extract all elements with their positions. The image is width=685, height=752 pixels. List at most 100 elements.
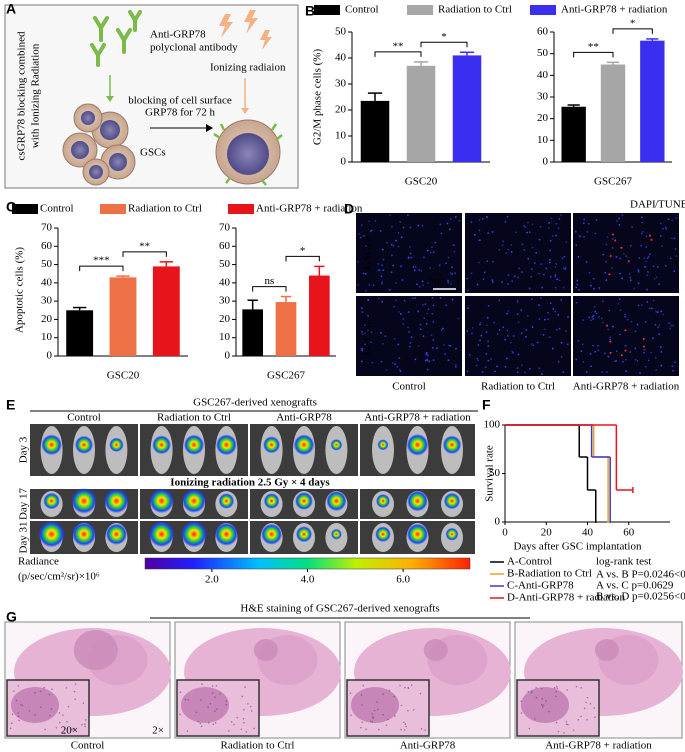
nucleus-dot <box>366 329 369 332</box>
inset-tumor <box>181 687 229 723</box>
y-tick-label: 30 <box>537 91 549 103</box>
nucleus-dot <box>659 235 662 237</box>
nucleus-dot <box>585 371 588 373</box>
nucleus-dot <box>476 283 479 286</box>
bioluminescence <box>215 434 237 456</box>
nucleus-dot <box>414 358 417 361</box>
y-tick-label: 20 <box>41 313 53 325</box>
nucleus-dot <box>530 268 533 270</box>
nucleus-dot <box>592 318 595 320</box>
tunel-dot <box>609 351 612 354</box>
nucleus-dot <box>648 307 651 310</box>
nucleus-dot <box>604 352 606 355</box>
nucleus-dot <box>453 250 456 253</box>
nucleus-dot <box>640 232 643 235</box>
nucleus-dot <box>434 241 437 244</box>
nucleus-dot <box>575 301 578 304</box>
nucleus-dot <box>675 216 678 219</box>
nucleus-dot <box>200 699 202 701</box>
nucleus-dot <box>510 244 513 246</box>
nucleus-dot <box>554 275 557 278</box>
nucleus-dot <box>606 371 608 373</box>
nucleus-dot <box>653 277 656 280</box>
column-label: Radiation to Ctrl <box>221 740 295 752</box>
nucleus-dot <box>454 365 457 368</box>
nucleus-dot <box>379 229 382 232</box>
nucleus-dot <box>619 309 622 312</box>
nucleus-dot <box>502 240 505 243</box>
nucleus-dot <box>578 288 580 291</box>
nucleus-dot <box>576 279 579 282</box>
column-label: Control <box>71 740 105 752</box>
nucleus-dot <box>74 683 77 685</box>
nucleus-dot <box>565 721 568 723</box>
nucleus-dot <box>624 315 627 318</box>
legend-swatch <box>228 204 254 214</box>
arrowhead <box>106 96 114 102</box>
nucleus-dot <box>195 711 198 714</box>
nucleus-dot <box>675 255 678 258</box>
nucleus-dot <box>449 218 452 221</box>
nucleus-dot <box>506 334 509 337</box>
nucleus-dot <box>388 288 391 291</box>
nucleus-dot <box>425 352 428 354</box>
nucleus-dot <box>646 288 648 291</box>
nucleus-dot <box>380 275 383 278</box>
nucleus-dot <box>418 269 421 271</box>
category-label: GSC20 <box>405 176 438 188</box>
nucleus-dot <box>397 245 400 248</box>
bioluminescence <box>149 488 174 514</box>
nucleus-dot <box>34 692 36 694</box>
nucleus-dot <box>395 299 398 302</box>
nucleus-dot <box>616 220 618 222</box>
nucleus-dot <box>656 311 659 314</box>
nucleus-dot <box>483 271 486 274</box>
nucleus-dot <box>381 300 384 303</box>
tunel-dot <box>649 234 652 237</box>
nucleus-dot <box>470 272 473 275</box>
nucleus-dot <box>592 314 595 317</box>
nucleus-dot <box>420 269 423 272</box>
nucleus-dot <box>407 311 410 313</box>
fluorescence-image <box>573 213 679 293</box>
legend-swatch <box>12 204 38 214</box>
nucleus-dot <box>443 344 445 346</box>
nucleus-dot <box>674 248 677 250</box>
nucleus-dot <box>241 695 244 698</box>
nucleus-dot <box>618 223 621 226</box>
nucleus-dot <box>577 718 580 721</box>
nucleus-dot <box>588 316 591 319</box>
colorbar-unit: (p/sec/cm²/sr)×10⁶ <box>18 571 100 583</box>
nucleus-dot <box>479 321 482 324</box>
nucleus-dot <box>407 326 409 329</box>
blocking-label: blocking of cell surface <box>128 95 232 107</box>
nucleus-dot <box>631 226 633 228</box>
nucleus-dot <box>28 710 31 712</box>
legend-label: Radiation to Ctrl <box>128 203 202 215</box>
nucleus-dot <box>540 703 543 706</box>
nucleus-dot <box>373 709 376 712</box>
nucleus-dot <box>668 322 671 325</box>
nucleus-dot <box>655 276 658 279</box>
nucleus-dot <box>556 687 559 690</box>
y-axis-label: Survival rate <box>484 445 496 502</box>
event-point <box>607 521 610 523</box>
nucleus-dot <box>501 244 504 247</box>
nucleus-dot <box>562 286 565 289</box>
nucleus-dot <box>547 311 549 314</box>
legend-label: Radiation to Ctrl <box>438 4 512 16</box>
nucleus-dot <box>381 264 383 267</box>
nucleus-dot <box>567 316 569 318</box>
significance-bracket <box>285 255 320 262</box>
nucleus-dot <box>410 684 413 686</box>
bar <box>109 277 137 356</box>
bioluminescence <box>263 493 280 509</box>
nucleus-dot <box>382 693 384 696</box>
tumor-region <box>73 630 118 670</box>
bioluminescence <box>330 528 342 540</box>
cells-label: GSCs <box>140 147 166 159</box>
nucleus-dot <box>553 687 556 689</box>
bar <box>309 275 330 356</box>
nucleus-dot <box>646 257 649 260</box>
nucleus-dot <box>545 267 548 270</box>
